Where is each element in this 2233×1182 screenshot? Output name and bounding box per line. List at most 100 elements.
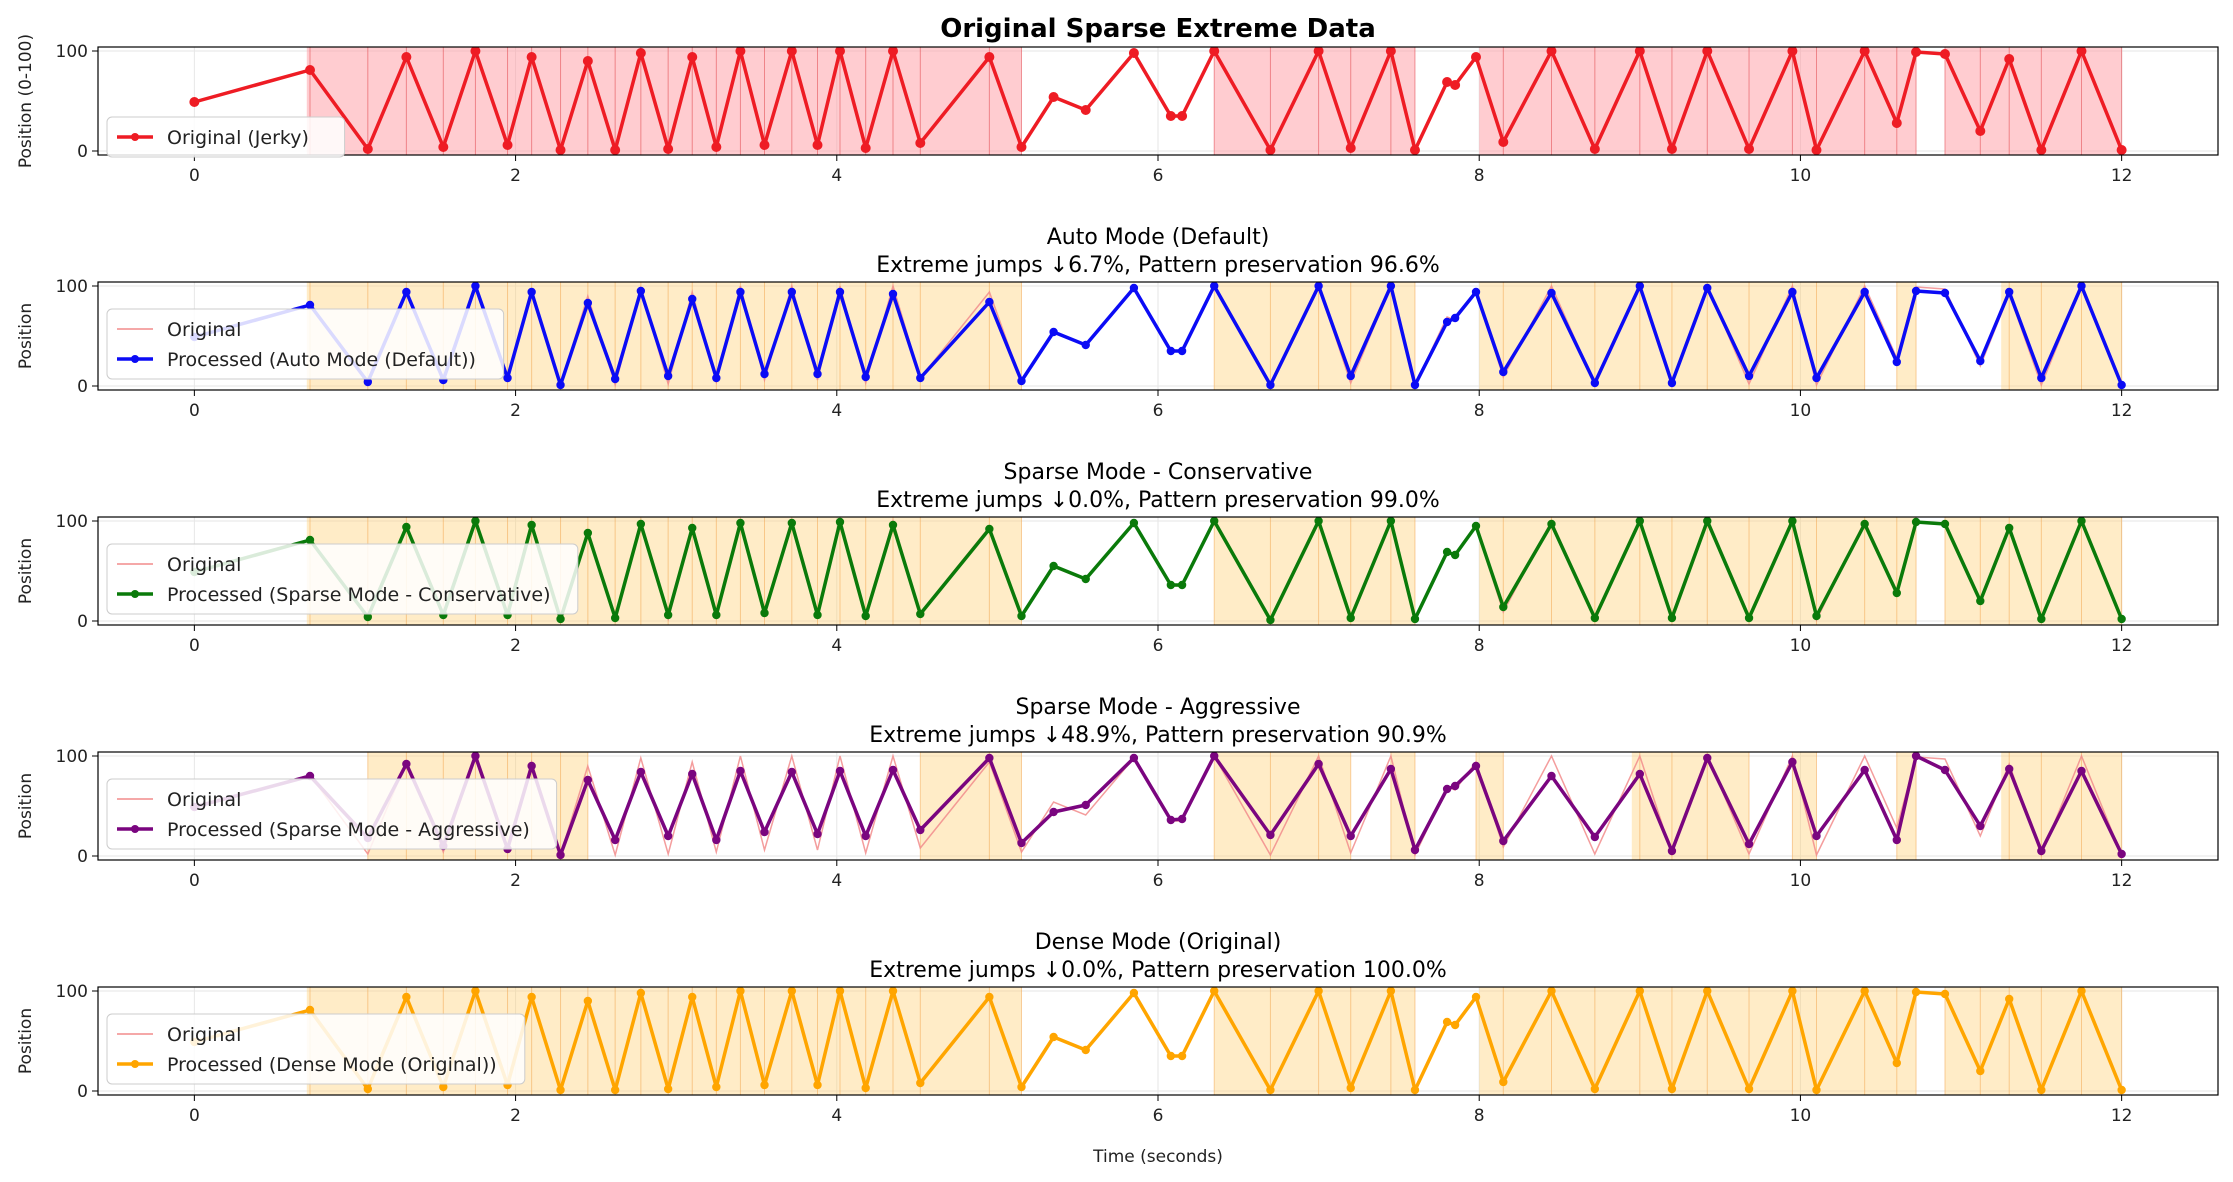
chart-panel-5: 0 2 4 6 8 10 12 0 100 Position Dense Mode (Origina… <box>16 930 2219 1126</box>
x-tick-label: 10 <box>1790 166 1812 186</box>
legend-box <box>106 116 346 158</box>
data-point <box>1812 831 1821 841</box>
legend: Original Processed (Sparse Mode - Aggress… <box>106 778 558 850</box>
data-point <box>1590 1084 1600 1094</box>
chart-subtitle: Extreme jumps ↓48.9%, Pattern preservati… <box>869 723 1447 748</box>
x-tick-label: 0 <box>189 166 200 186</box>
x-tick-label: 4 <box>831 871 842 891</box>
data-point <box>1471 521 1481 531</box>
data-point <box>1314 282 1323 291</box>
highlight-span <box>1944 47 2122 155</box>
y-tick-label: 100 <box>56 747 88 767</box>
data-point <box>760 608 769 618</box>
data-point <box>1702 47 1713 56</box>
data-point <box>1471 52 1481 62</box>
data-point <box>1386 282 1396 291</box>
data-point <box>1471 761 1481 771</box>
data-point <box>1940 989 1950 999</box>
data-point <box>2117 849 2126 859</box>
data-point <box>1635 987 1645 996</box>
data-point <box>1177 111 1188 121</box>
data-point <box>1744 613 1754 623</box>
data-point <box>1346 831 1355 841</box>
x-tick-label: 8 <box>1474 636 1485 656</box>
data-point <box>888 987 898 996</box>
data-point <box>582 56 593 66</box>
data-point <box>915 138 926 148</box>
data-point <box>1081 1045 1090 1055</box>
data-point <box>1590 613 1600 623</box>
data-point <box>527 520 536 530</box>
x-tick-label: 6 <box>1153 1106 1164 1126</box>
data-point <box>610 1085 620 1095</box>
data-point <box>688 523 697 533</box>
data-point <box>555 145 566 155</box>
legend: Original Processed (Dense Mode (Original)… <box>106 1013 526 1085</box>
legend-box <box>106 308 505 380</box>
data-point <box>471 752 480 761</box>
data-point <box>1016 142 1027 152</box>
data-point <box>1049 1032 1058 1042</box>
data-point <box>663 1084 673 1094</box>
data-point <box>1667 846 1677 856</box>
data-point <box>305 65 315 75</box>
legend-entry-label: Processed (Sparse Mode - Aggressive) <box>167 819 530 841</box>
data-point <box>583 775 593 785</box>
data-point <box>1048 92 1059 102</box>
data-point <box>1442 77 1453 87</box>
data-point <box>305 300 315 310</box>
data-point <box>1940 765 1950 775</box>
data-point <box>813 369 822 379</box>
data-point <box>2005 764 2014 774</box>
data-point <box>1209 47 1220 56</box>
data-point <box>2116 145 2127 155</box>
legend-swatch-marker <box>131 590 139 598</box>
x-tick-label: 12 <box>2111 166 2133 186</box>
data-point <box>1210 752 1219 761</box>
data-point <box>1498 137 1509 147</box>
data-point <box>439 1082 448 1092</box>
data-point <box>1266 380 1275 390</box>
data-point <box>1976 1066 1985 1076</box>
data-point <box>735 47 746 56</box>
data-point <box>1547 288 1556 298</box>
legend-entry-label: Processed (Sparse Mode - Conservative) <box>167 584 550 606</box>
data-point <box>1590 378 1600 388</box>
data-point <box>2076 47 2087 56</box>
y-axis-label: Position <box>16 773 36 839</box>
x-tick-label: 0 <box>189 1106 200 1126</box>
data-point <box>1939 49 1950 59</box>
data-point <box>1177 814 1187 824</box>
legend-entry-label: Processed (Auto Mode (Default)) <box>167 349 476 371</box>
data-point <box>1812 611 1821 621</box>
data-point <box>1049 807 1058 817</box>
data-point <box>526 52 537 62</box>
highlight-span <box>1214 987 1415 1095</box>
x-tick-label: 2 <box>510 636 521 656</box>
y-tick-label: 100 <box>56 277 88 297</box>
data-point <box>2005 287 2014 297</box>
x-tick-label: 2 <box>510 401 521 421</box>
legend-swatch-marker <box>131 1060 139 1068</box>
chart-title: Sparse Mode - Aggressive <box>1016 695 1301 720</box>
data-point <box>1210 517 1219 526</box>
data-point <box>888 289 898 299</box>
data-point <box>984 52 995 62</box>
data-point <box>663 144 674 154</box>
data-point <box>2077 766 2086 776</box>
x-tick-label: 2 <box>510 871 521 891</box>
data-point <box>471 282 480 291</box>
data-point <box>1386 517 1396 526</box>
data-point <box>1667 1084 1677 1094</box>
data-point <box>556 380 565 390</box>
data-point <box>861 611 870 621</box>
legend-box <box>106 1013 526 1085</box>
highlight-span <box>1214 282 1415 390</box>
data-point <box>1166 1051 1176 1061</box>
data-point <box>688 294 697 304</box>
data-point <box>1703 517 1712 526</box>
data-point <box>1635 282 1645 291</box>
data-point <box>1744 371 1754 381</box>
data-point <box>1346 371 1355 381</box>
highlight-span <box>1214 47 1415 155</box>
